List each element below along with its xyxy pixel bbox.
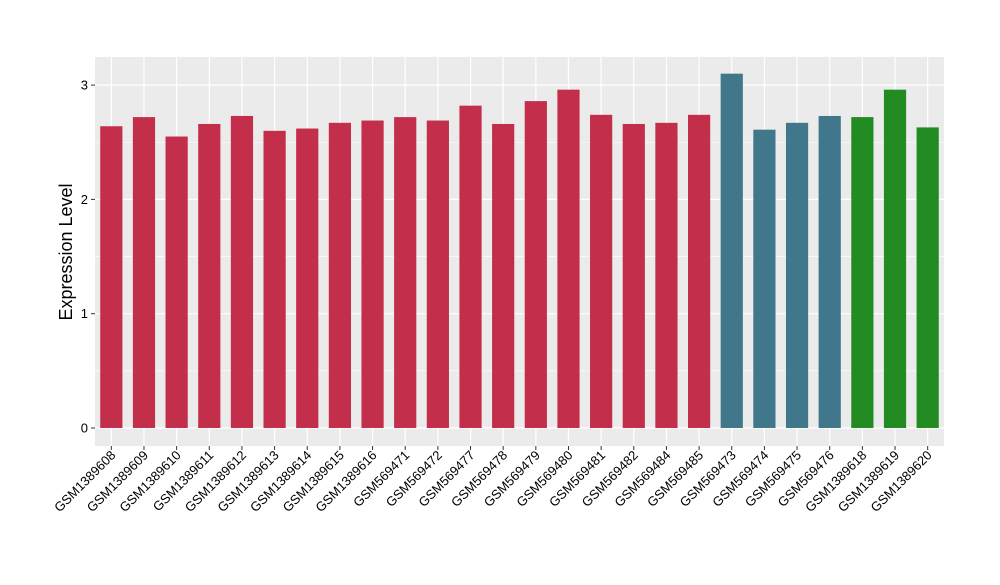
bar-GSM1389612 [230,115,254,428]
y-tick-label: 1 [81,306,88,321]
bar-GSM569477 [459,105,482,428]
plot-panel [95,57,944,446]
y-axis: 0 1 2 3 [81,78,95,436]
bar-GSM569475 [785,122,809,428]
bar-GSM1389618 [851,117,874,428]
bar-GSM1389608 [100,126,123,429]
bar-GSM1389615 [328,122,352,428]
bar-GSM569485 [687,114,711,429]
y-axis-title: Expression Level [56,183,76,320]
bar-GSM569479 [524,101,547,429]
y-tick-label: 0 [81,421,88,436]
bar-GSM1389613 [263,130,286,428]
bar-GSM1389610 [165,136,188,428]
x-axis: GSM1389608GSM1389609GSM1389610GSM1389611… [51,446,935,515]
bar-GSM569478 [492,123,515,428]
bar-GSM1389609 [132,117,156,428]
y-tick-label: 3 [81,78,88,93]
bar-GSM1389614 [296,128,319,428]
bar-GSM1389616 [361,120,384,429]
bar-GSM569476 [818,115,841,428]
bar-GSM1389620 [916,127,939,429]
bar-GSM569482 [622,123,645,428]
bar-GSM1389611 [198,123,221,428]
y-tick-label: 2 [81,192,88,207]
bar-GSM1389619 [883,89,907,428]
bar-GSM569474 [753,129,776,428]
bar-GSM569473 [720,73,743,429]
bar-GSM569471 [394,117,417,428]
bars [100,73,939,429]
bar-GSM569481 [590,114,613,429]
bar-GSM569472 [426,120,449,429]
bar-GSM569484 [655,122,678,428]
bar-GSM569480 [557,89,580,428]
